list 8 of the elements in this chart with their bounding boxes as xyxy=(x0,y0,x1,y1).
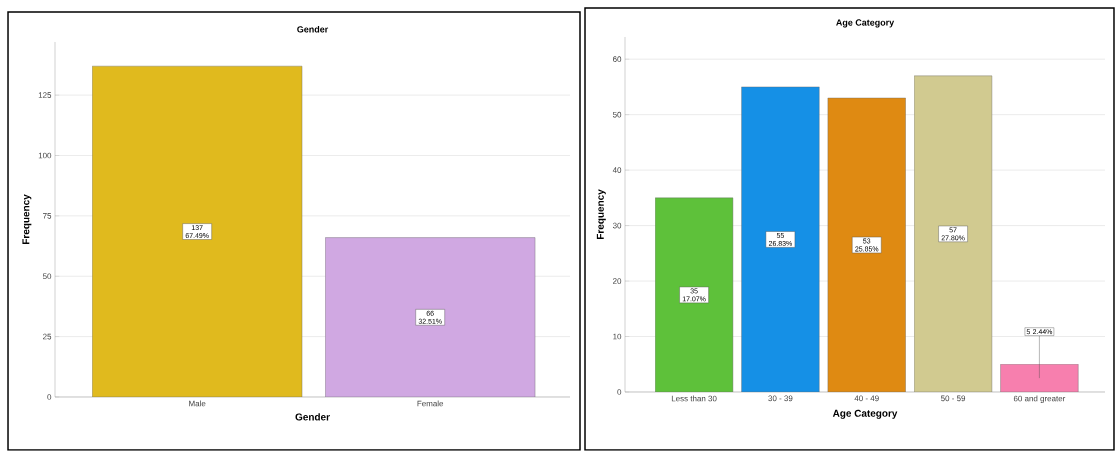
x-axis-title: Gender xyxy=(295,413,330,421)
chart-title: Age Category xyxy=(836,19,895,28)
y-axis-title: Frequency xyxy=(22,194,32,245)
x-axis-title: Age Category xyxy=(832,409,898,419)
bar xyxy=(741,86,820,393)
bar xyxy=(1000,364,1079,393)
chart-title: Gender xyxy=(297,26,329,33)
y-axis-title: Frequency xyxy=(596,189,606,240)
